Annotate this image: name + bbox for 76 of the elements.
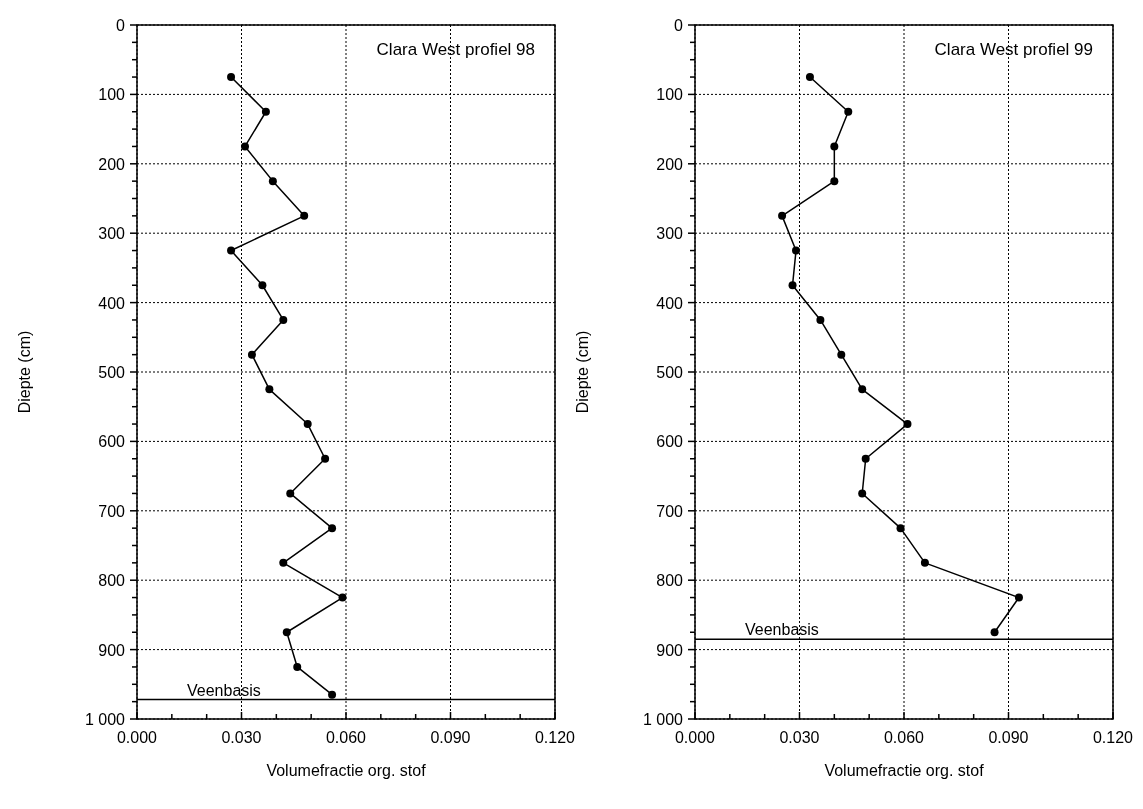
y-axis-title: Diepte (cm) [16,330,33,414]
point [896,524,905,533]
point [265,385,274,394]
y-tick-label: 400 [98,294,126,312]
point [268,177,277,186]
y-tick-label: 300 [656,225,684,243]
ref-line-label: Veenbasis [745,621,819,639]
x-tick-label: 0.060 [325,729,367,746]
x-tick-label: 0.030 [779,729,820,746]
point [990,628,999,637]
y-tick-label: 1 000 [84,711,126,728]
point [805,73,814,82]
point [293,662,302,671]
y-tick-label: 900 [656,641,684,659]
point [258,281,267,290]
y-tick-label: 500 [656,364,684,381]
point [920,558,929,567]
x-tick-label: 0.000 [116,729,158,746]
x-tick-label: 0.060 [883,729,925,746]
y-tick-label: 500 [98,364,126,381]
x-tick-label: 0.120 [534,729,576,746]
x-tick-label: 0.090 [430,729,471,746]
point [788,281,797,290]
y-tick-label: 700 [98,502,126,520]
y-tick-label: 0 [116,17,126,34]
x-tick-label: 0.000 [674,729,716,746]
y-tick-label: 300 [98,225,126,243]
point [830,177,839,186]
y-tick-label: 400 [656,294,684,312]
y-tick-label: 0 [674,17,684,34]
point [830,142,839,151]
point [227,73,236,82]
point [303,420,312,429]
point [328,690,337,699]
point [282,628,291,637]
y-tick-label: 600 [98,433,126,451]
y-tick-label: 200 [98,155,126,173]
y-axis-title: Diepte (cm) [574,330,591,414]
point [837,350,846,359]
point [792,246,801,255]
y-tick-label: 1 000 [642,711,684,728]
point [300,211,309,220]
point [279,315,288,324]
text: Clara West profiel 99 [934,40,1093,59]
x-axis-title: Volumefractie org. stof [266,762,427,779]
y-tick-label: 900 [98,641,126,659]
y-tick-label: 800 [656,572,684,590]
point [240,142,249,151]
y-tick-label: 100 [656,86,684,104]
y-tick-label: 600 [656,433,684,451]
point [338,593,347,602]
point [286,489,295,498]
y-tick-label: 200 [656,155,684,173]
x-axis-title: Volumefractie org. stof [824,762,985,779]
x-tick-label: 0.120 [1092,729,1134,746]
point [903,420,912,429]
ref-line-label: Veenbasis [187,681,261,699]
point [844,107,853,116]
point [858,489,867,498]
point [261,107,270,116]
y-tick-label: 700 [656,502,684,520]
point [816,315,825,324]
point [1014,593,1023,602]
point [861,454,870,463]
point [279,558,288,567]
point [858,385,867,394]
point [321,454,330,463]
y-tick-label: 800 [98,572,126,590]
point [247,350,256,359]
y-tick-label: 100 [98,86,126,104]
x-tick-label: 0.090 [988,729,1029,746]
point [778,211,787,220]
point [227,246,236,255]
x-tick-label: 0.030 [221,729,262,746]
point [328,524,337,533]
text: Clara West profiel 98 [376,40,535,59]
